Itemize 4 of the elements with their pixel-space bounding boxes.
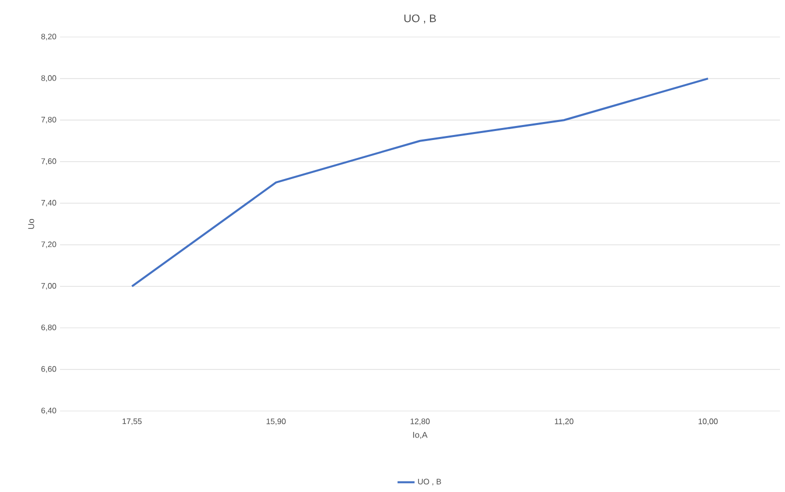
chart-title: UO , B bbox=[404, 14, 436, 24]
x-axis-title: Io,A bbox=[413, 432, 428, 439]
line-series bbox=[131, 78, 710, 288]
y-axis-title: Uo bbox=[28, 218, 34, 229]
